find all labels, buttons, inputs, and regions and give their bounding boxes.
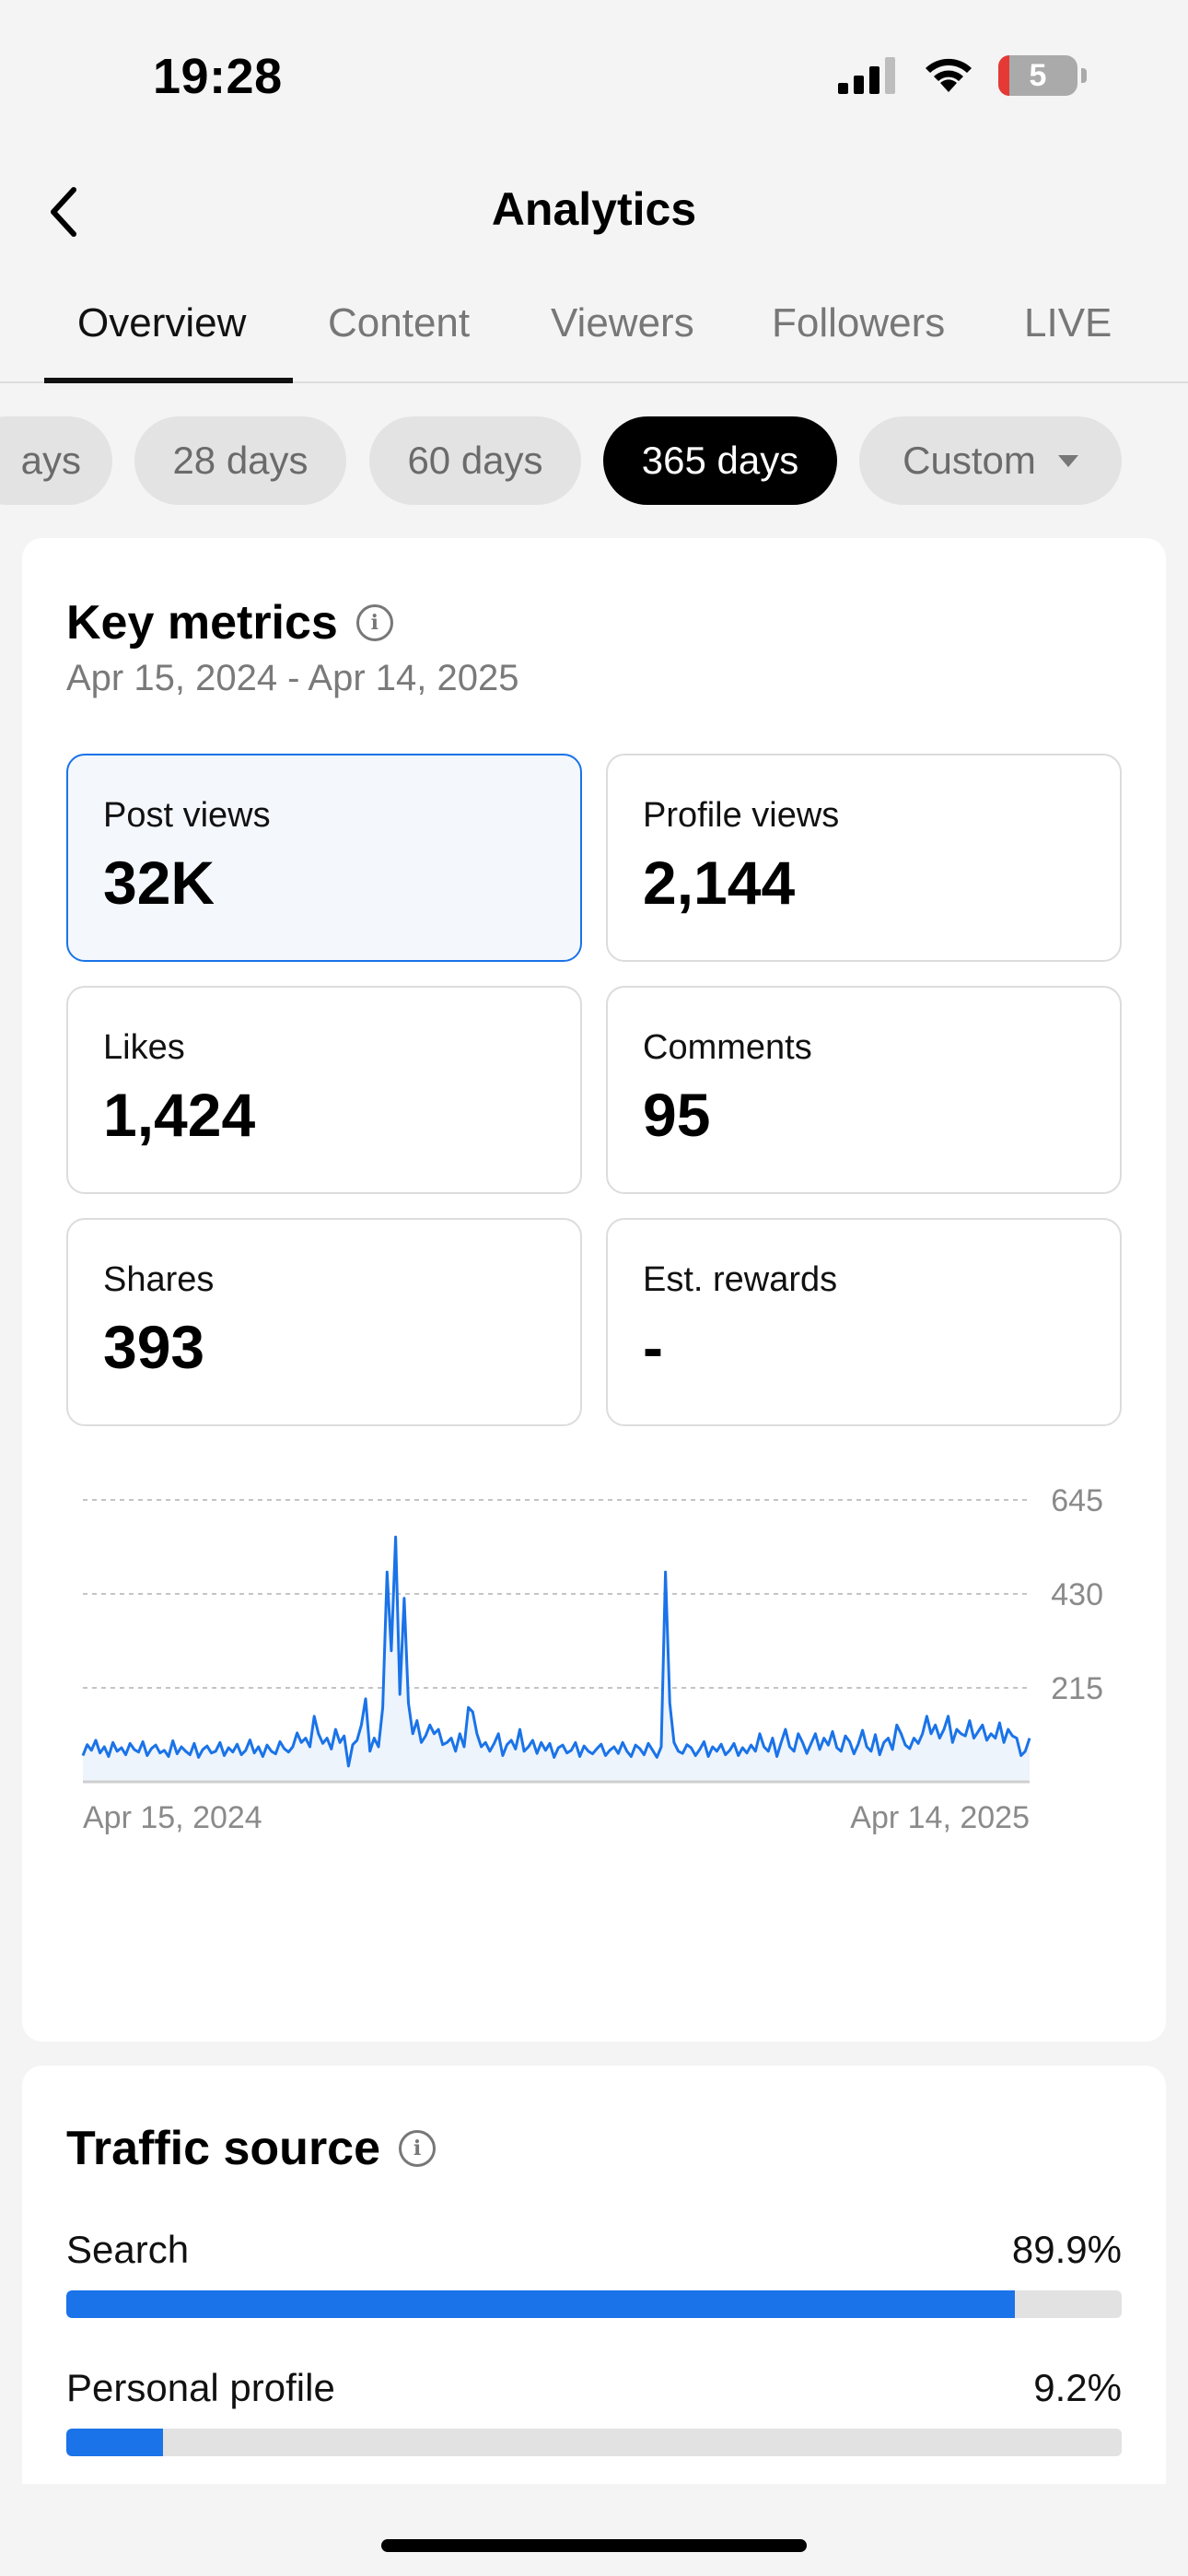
chart-y-tick-labels: 215 430 645 [1051,1483,1103,1706]
battery-level: 5 [1029,57,1047,93]
traffic-source-bar-fill [66,2429,164,2456]
metric-label: Est. rewards [643,1260,838,1299]
date-range: Apr 15, 2024 - Apr 14, 2025 [66,658,519,698]
traffic-source-title: Traffic source [66,2122,381,2175]
chart-y-tick-label: 430 [1051,1577,1103,1612]
active-tab-indicator [44,378,293,383]
tab-live[interactable]: LIVE [1024,300,1112,345]
metric-label: Profile views [643,796,840,835]
chart-y-tick-label: 215 [1051,1671,1103,1706]
traffic-source-bar-search [66,2290,1122,2318]
metric-value: 95 [643,1081,711,1149]
chevron-left-icon [51,187,76,237]
metric-value: 1,424 [103,1081,256,1149]
metric-value: 2,144 [643,849,796,917]
key-metrics-card: Key metrics i Apr 15, 2024 - Apr 14, 202… [22,538,1166,2042]
info-icon[interactable]: i [355,604,393,641]
post-views-chart: 215 430 645 Apr 15, 2024 Apr 14, 2025 [81,1483,1103,1835]
traffic-source-card: Traffic source i Search 89.9% Personal p… [22,2066,1166,2484]
range-pill-60-days[interactable]: 60 days [369,416,581,505]
page-title: Analytics [491,183,697,235]
cellular-signal-icon [838,57,895,94]
range-pill-custom[interactable]: Custom [859,416,1122,505]
battery-icon: 5 [998,55,1077,96]
range-pill-custom-label: Custom [903,439,1036,482]
metric-label: Post views [103,796,271,835]
metric-value: 32K [103,849,215,917]
key-metrics-title: Key metrics [66,596,338,650]
tab-overview[interactable]: Overview [77,300,247,345]
traffic-source-heading: Traffic source i [66,2121,437,2176]
metric-label: Comments [643,1028,812,1067]
metric-profile-views[interactable]: Profile views 2,144 [606,754,1122,962]
back-button[interactable] [35,175,90,249]
metric-shares[interactable]: Shares 393 [66,1218,582,1426]
chart-series-line [81,1535,1031,1768]
metric-likes[interactable]: Likes 1,424 [66,986,582,1194]
chart-y-tick-label: 645 [1051,1483,1103,1518]
traffic-source-label-search: Search [66,2228,190,2271]
metric-label: Shares [103,1260,215,1299]
status-time: 19:28 [153,49,283,104]
home-indicator[interactable] [381,2539,807,2552]
metric-label: Likes [103,1028,185,1067]
traffic-source-value-personal-profile: 9.2% [1033,2366,1122,2409]
status-icons: 5 [838,55,1087,96]
caret-down-icon [1057,454,1078,467]
metric-post-views[interactable]: Post views 32K [66,754,582,962]
tab-viewers[interactable]: Viewers [551,300,694,345]
range-pill-7-days[interactable]: ays [0,416,112,505]
range-pill-365-days[interactable]: 365 days [603,416,837,505]
metric-value: - [643,1313,663,1381]
chart-x-tick-label-end: Apr 14, 2025 [850,1800,1030,1835]
chart-area-fill [83,1537,1030,1782]
traffic-source-bar-personal-profile [66,2429,1122,2456]
metric-comments[interactable]: Comments 95 [606,986,1122,1194]
tab-bar: Overview Content Viewers Followers LIVE [0,287,1188,383]
chart-x-tick-label-start: Apr 15, 2024 [83,1800,262,1835]
info-icon[interactable]: i [399,2130,437,2167]
traffic-source-label-personal-profile: Personal profile [66,2366,335,2409]
wifi-icon [926,58,972,92]
tab-followers[interactable]: Followers [772,300,946,345]
tab-content[interactable]: Content [328,300,471,345]
traffic-source-bar-fill [66,2290,1016,2318]
traffic-source-value-search: 89.9% [1011,2228,1122,2271]
chart-grid [83,1499,1030,1689]
metric-est-rewards[interactable]: Est. rewards - [606,1218,1122,1426]
key-metrics-heading: Key metrics i [66,595,393,650]
range-pill-28-days[interactable]: 28 days [134,416,346,505]
metric-value: 393 [103,1313,205,1381]
